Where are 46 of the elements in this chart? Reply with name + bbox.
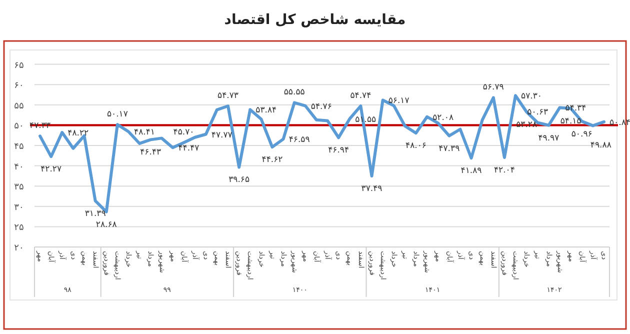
y-tick-label: ۴۵ — [14, 142, 24, 152]
data-label: ۴۲.۲۷ — [40, 164, 62, 175]
data-label: ۵۰.۱۷ — [106, 110, 128, 120]
data-label: ۵۰.۹۶ — [571, 129, 592, 140]
data-label: ۴۶.۹۴ — [328, 146, 350, 156]
data-label: ۴۲.۰۴ — [494, 166, 515, 176]
data-label: ۴۹.۹۷ — [538, 133, 560, 144]
data-label: ۴۵.۷۰ — [173, 128, 194, 138]
data-label: ۵۶.۱۷ — [388, 96, 410, 106]
y-tick-label: ۴۰ — [14, 162, 24, 172]
data-label: ۴۶.۴۳ — [140, 148, 162, 158]
y-tick-label: ۳۰ — [14, 202, 24, 213]
y-tick-label: ۲۰ — [14, 244, 24, 254]
chart-title: مقایسه شاخص کل اقتصاد — [224, 12, 406, 28]
data-label: ۵۲.۰۸ — [432, 112, 454, 123]
data-label: ۳۹.۶۵ — [228, 175, 250, 186]
data-label: ۴۴.۴۷ — [178, 144, 200, 154]
y-tick-label: ۶۰ — [14, 81, 24, 92]
data-label: ۴۸.۴۱ — [134, 128, 155, 138]
data-label: ۴۶.۵۹ — [288, 135, 310, 146]
data-label: ۴۱.۸۹ — [460, 166, 482, 176]
data-label: ۴۸.۲۲ — [68, 128, 90, 138]
y-tick-label: ۵۵ — [14, 101, 24, 112]
data-label: ۵۵.۵۵ — [284, 88, 306, 98]
y-tick-label: ۶۵ — [14, 60, 24, 71]
y-tick-label: ۳۵ — [14, 182, 24, 193]
data-label: ۵۷.۳۰ — [521, 92, 542, 102]
data-label: ۵۶.۷۹ — [482, 82, 504, 93]
y-tick-label: ۲۵ — [14, 223, 24, 234]
data-label: ۵۴.۷۶ — [310, 102, 332, 112]
data-label: ۵۴.۷۳ — [218, 90, 239, 101]
data-label: ۳۱.۳۹ — [84, 208, 106, 219]
data-label: ۴۸.۰۶ — [406, 141, 426, 152]
y-tick-label: ۵۰ — [14, 122, 24, 132]
data-label: ۴۷.۳۳ — [30, 121, 51, 132]
data-label: ۵۰.۶۳ — [527, 108, 549, 118]
data-label: ۳۷.۴۹ — [361, 184, 383, 194]
data-label: ۴۷.۳۹ — [438, 144, 460, 154]
data-label: ۵۴.۱۵ — [560, 116, 582, 126]
data-label: ۵۳.۸۴ — [256, 106, 277, 116]
data-label: ۴۴.۶۲ — [262, 155, 284, 166]
data-label: ۴۷.۷۷ — [211, 130, 233, 140]
data-label: ۴۹.۸۸ — [590, 140, 612, 151]
data-label: ۲۸.۶۸ — [96, 220, 118, 230]
data-label: ۵۳.۲۸ — [516, 120, 538, 130]
data-label: ۵۴.۷۴ — [350, 90, 372, 101]
